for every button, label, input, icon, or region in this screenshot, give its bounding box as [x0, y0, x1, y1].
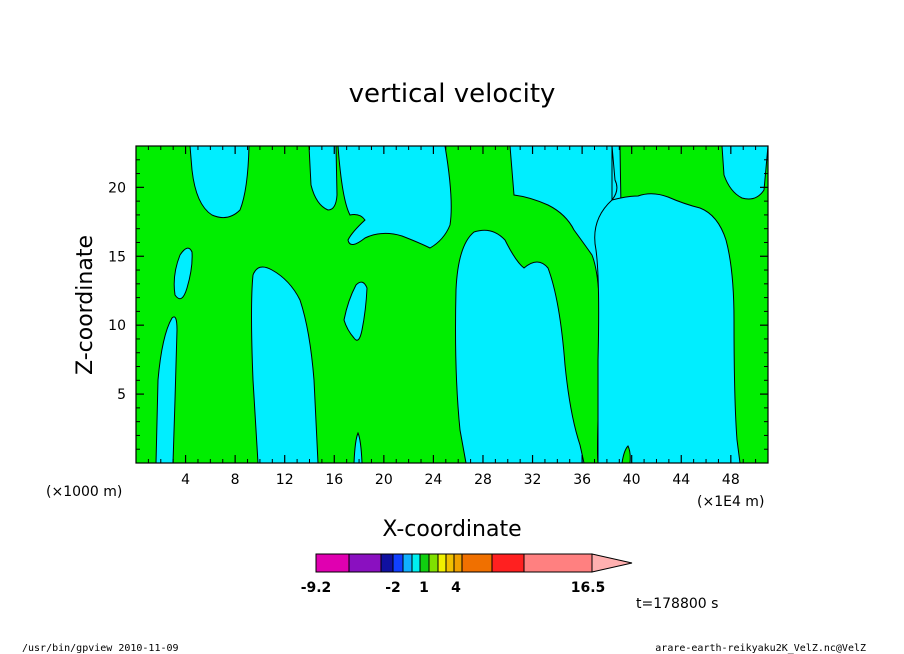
x-tick-label: 24 — [424, 472, 442, 488]
colorbar-tick-label: -2 — [385, 580, 401, 596]
x-unit-right: (×1E4 m) — [697, 494, 764, 510]
colorbar-tick-label: 1 — [419, 580, 429, 596]
footer-left: /usr/bin/gpview 2010-11-09 — [22, 643, 179, 654]
y-tick-label: 5 — [117, 387, 126, 403]
y-axis-label: Z-coordinate — [73, 235, 98, 375]
x-tick-label: 36 — [573, 472, 591, 488]
negative-region-6 — [343, 281, 368, 341]
x-axis-label: X-coordinate — [382, 517, 521, 542]
colorbar-segment — [453, 553, 463, 573]
negative-region-4 — [251, 266, 319, 463]
colorbar-tick-label: 16.5 — [571, 580, 606, 596]
colorbar-segment — [461, 553, 493, 573]
colorbar-segment — [315, 553, 350, 573]
x-unit-left: (×1000 m) — [46, 484, 122, 500]
colorbar-arrow — [591, 553, 633, 573]
x-tick-label: 12 — [276, 472, 294, 488]
colorbar-segment — [445, 553, 455, 573]
colorbar-segment — [437, 553, 447, 573]
chart-title: vertical velocity — [349, 79, 556, 109]
negative-region-2 — [173, 247, 193, 300]
x-tick-label: 16 — [325, 472, 343, 488]
negative-region-9 — [455, 229, 585, 463]
colorbar-segment — [428, 553, 439, 573]
negative-regions — [155, 146, 768, 463]
colorbar-tick-label: -9.2 — [301, 580, 332, 596]
colorbar-segment — [348, 553, 382, 573]
colorbar — [315, 553, 633, 573]
negative-region-8 — [337, 146, 452, 249]
x-tick-label: 8 — [231, 472, 240, 488]
x-tick-label: 40 — [623, 472, 641, 488]
negative-region-13 — [721, 146, 768, 200]
colorbar-segment — [419, 553, 430, 573]
negative-region-7 — [353, 431, 363, 463]
negative-region-12 — [621, 445, 631, 463]
x-axis: 4 8 12 16 20 24 28 32 36 40 44 48 — [147, 146, 757, 488]
plot-area — [136, 146, 768, 463]
negative-region-11 — [594, 146, 741, 463]
x-tick-label: 20 — [375, 472, 393, 488]
colorbar-tick-label: 4 — [451, 580, 461, 596]
x-tick-label: 48 — [722, 472, 740, 488]
colorbar-segment — [491, 553, 525, 573]
colorbar-segment — [523, 553, 593, 573]
x-tick-label: 4 — [181, 472, 190, 488]
colorbar-segment — [411, 553, 421, 573]
colorbar-labels: -9.2 -2 1 4 16.5 — [301, 580, 606, 596]
colorbar-segment — [392, 553, 404, 573]
x-tick-label: 28 — [474, 472, 492, 488]
plot-frame — [135, 145, 769, 464]
x-tick-label: 32 — [524, 472, 542, 488]
y-tick-label: 15 — [108, 249, 126, 265]
time-label: t=178800 s — [636, 596, 718, 612]
negative-region-5 — [308, 146, 338, 211]
footer-right: arare-earth-reikyaku2K_VelZ.nc@VelZ — [655, 643, 866, 654]
colorbar-segment — [380, 553, 394, 573]
colorbar-segment — [402, 553, 413, 573]
y-tick-label: 20 — [108, 180, 126, 196]
y-axis: 5 10 15 20 — [108, 159, 768, 450]
negative-region-1 — [155, 316, 178, 463]
x-tick-label: 44 — [672, 472, 690, 488]
y-tick-label: 10 — [108, 318, 126, 334]
negative-region-3 — [189, 146, 250, 219]
